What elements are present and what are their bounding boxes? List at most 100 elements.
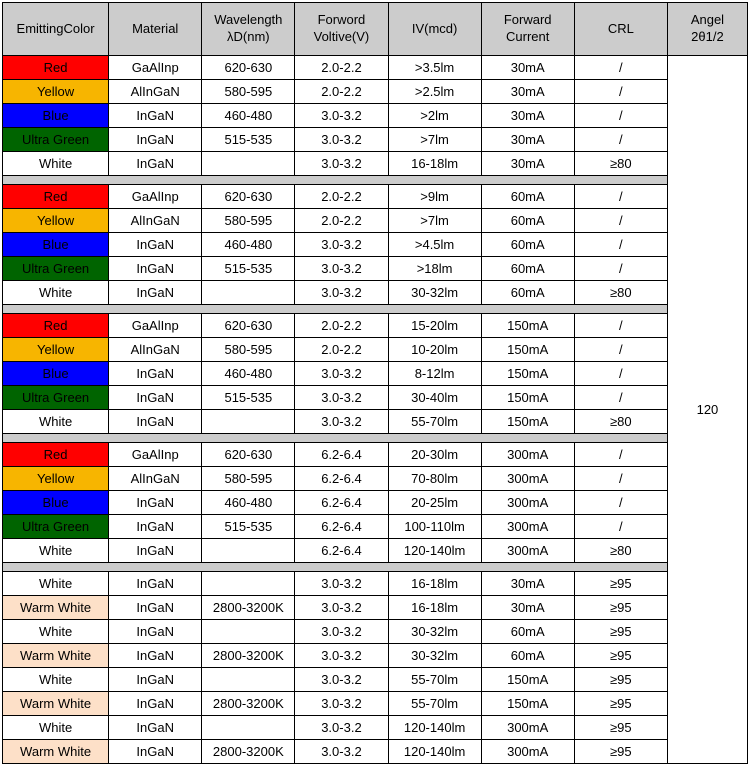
cell-crl: ≥80 bbox=[574, 539, 667, 563]
emitting-color-cell: Ultra Green bbox=[3, 515, 109, 539]
table-row: WhiteInGaN3.0-3.255-70lm150mA≥80 bbox=[3, 410, 748, 434]
cell-cur: 30mA bbox=[481, 56, 574, 80]
cell-cur: 150mA bbox=[481, 386, 574, 410]
col-header-ang: Angel2θ1/2 bbox=[667, 3, 747, 56]
cell-iv: 55-70lm bbox=[388, 692, 481, 716]
cell-mat: InGaN bbox=[109, 410, 202, 434]
table-row: BlueInGaN460-4803.0-3.2>4.5lm60mA/ bbox=[3, 233, 748, 257]
cell-cur: 300mA bbox=[481, 740, 574, 764]
cell-mat: InGaN bbox=[109, 152, 202, 176]
cell-iv: >9lm bbox=[388, 185, 481, 209]
cell-mat: GaAlInp bbox=[109, 443, 202, 467]
emitting-color-cell: White bbox=[3, 620, 109, 644]
table-row: WhiteInGaN3.0-3.216-18lm30mA≥80 bbox=[3, 152, 748, 176]
cell-iv: 55-70lm bbox=[388, 668, 481, 692]
cell-wave bbox=[202, 716, 295, 740]
group-separator bbox=[3, 434, 748, 443]
col-header-volt: ForwordVoltive(V) bbox=[295, 3, 388, 56]
emitting-color-cell: Ultra Green bbox=[3, 257, 109, 281]
cell-iv: 30-32lm bbox=[388, 281, 481, 305]
emitting-color-cell: Blue bbox=[3, 104, 109, 128]
cell-crl: / bbox=[574, 314, 667, 338]
cell-iv: >18lm bbox=[388, 257, 481, 281]
cell-iv: 16-18lm bbox=[388, 596, 481, 620]
cell-mat: AlInGaN bbox=[109, 80, 202, 104]
cell-mat: InGaN bbox=[109, 491, 202, 515]
cell-volt: 2.0-2.2 bbox=[295, 185, 388, 209]
col-header-crl: CRL bbox=[574, 3, 667, 56]
cell-cur: 300mA bbox=[481, 539, 574, 563]
cell-cur: 30mA bbox=[481, 80, 574, 104]
cell-cur: 30mA bbox=[481, 128, 574, 152]
cell-volt: 3.0-3.2 bbox=[295, 152, 388, 176]
emitting-color-cell: White bbox=[3, 539, 109, 563]
cell-cur: 30mA bbox=[481, 152, 574, 176]
cell-iv: >7lm bbox=[388, 209, 481, 233]
cell-iv: >4.5lm bbox=[388, 233, 481, 257]
cell-crl: / bbox=[574, 80, 667, 104]
cell-cur: 60mA bbox=[481, 281, 574, 305]
cell-volt: 3.0-3.2 bbox=[295, 104, 388, 128]
emitting-color-cell: Yellow bbox=[3, 80, 109, 104]
cell-volt: 3.0-3.2 bbox=[295, 410, 388, 434]
cell-wave: 2800-3200K bbox=[202, 644, 295, 668]
cell-crl: / bbox=[574, 386, 667, 410]
cell-crl: ≥95 bbox=[574, 644, 667, 668]
cell-wave bbox=[202, 572, 295, 596]
cell-mat: GaAlInp bbox=[109, 314, 202, 338]
cell-wave: 620-630 bbox=[202, 56, 295, 80]
table-row: YellowAlInGaN580-5952.0-2.210-20lm150mA/ bbox=[3, 338, 748, 362]
cell-cur: 60mA bbox=[481, 257, 574, 281]
cell-cur: 60mA bbox=[481, 644, 574, 668]
table-row: Ultra GreenInGaN515-5356.2-6.4100-110lm3… bbox=[3, 515, 748, 539]
table-row: Ultra GreenInGaN515-5353.0-3.230-40lm150… bbox=[3, 386, 748, 410]
cell-crl: / bbox=[574, 467, 667, 491]
cell-iv: 8-12lm bbox=[388, 362, 481, 386]
table-row: Warm WhiteInGaN2800-3200K3.0-3.2120-140l… bbox=[3, 740, 748, 764]
cell-mat: InGaN bbox=[109, 128, 202, 152]
cell-iv: 10-20lm bbox=[388, 338, 481, 362]
group-separator bbox=[3, 305, 748, 314]
cell-mat: InGaN bbox=[109, 572, 202, 596]
cell-mat: InGaN bbox=[109, 539, 202, 563]
table-row: WhiteInGaN3.0-3.230-32lm60mA≥95 bbox=[3, 620, 748, 644]
cell-crl: ≥95 bbox=[574, 668, 667, 692]
col-header-cur: ForwardCurrent bbox=[481, 3, 574, 56]
cell-mat: GaAlInp bbox=[109, 185, 202, 209]
cell-volt: 2.0-2.2 bbox=[295, 209, 388, 233]
cell-cur: 300mA bbox=[481, 515, 574, 539]
cell-volt: 2.0-2.2 bbox=[295, 56, 388, 80]
cell-iv: 30-32lm bbox=[388, 644, 481, 668]
cell-mat: InGaN bbox=[109, 740, 202, 764]
cell-mat: GaAlInp bbox=[109, 56, 202, 80]
col-header-mat: Material bbox=[109, 3, 202, 56]
table-row: WhiteInGaN6.2-6.4120-140lm300mA≥80 bbox=[3, 539, 748, 563]
table-row: Ultra GreenInGaN515-5353.0-3.2>7lm30mA/ bbox=[3, 128, 748, 152]
cell-mat: InGaN bbox=[109, 620, 202, 644]
col-header-emit: EmittingColor bbox=[3, 3, 109, 56]
cell-volt: 3.0-3.2 bbox=[295, 362, 388, 386]
cell-wave bbox=[202, 539, 295, 563]
cell-mat: InGaN bbox=[109, 386, 202, 410]
cell-iv: 20-25lm bbox=[388, 491, 481, 515]
cell-wave: 620-630 bbox=[202, 314, 295, 338]
cell-iv: 120-140lm bbox=[388, 740, 481, 764]
cell-mat: AlInGaN bbox=[109, 209, 202, 233]
table-row: RedGaAlInp620-6302.0-2.2>9lm60mA/ bbox=[3, 185, 748, 209]
cell-wave: 620-630 bbox=[202, 185, 295, 209]
col-header-wave: WavelengthλD(nm) bbox=[202, 3, 295, 56]
cell-crl: ≥80 bbox=[574, 410, 667, 434]
cell-volt: 3.0-3.2 bbox=[295, 281, 388, 305]
cell-mat: InGaN bbox=[109, 692, 202, 716]
cell-crl: / bbox=[574, 515, 667, 539]
cell-cur: 300mA bbox=[481, 491, 574, 515]
cell-crl: / bbox=[574, 128, 667, 152]
cell-volt: 2.0-2.2 bbox=[295, 80, 388, 104]
cell-iv: >2lm bbox=[388, 104, 481, 128]
cell-cur: 300mA bbox=[481, 443, 574, 467]
cell-volt: 3.0-3.2 bbox=[295, 257, 388, 281]
cell-crl: / bbox=[574, 491, 667, 515]
emitting-color-cell: White bbox=[3, 281, 109, 305]
emitting-color-cell: Warm White bbox=[3, 596, 109, 620]
cell-cur: 300mA bbox=[481, 716, 574, 740]
